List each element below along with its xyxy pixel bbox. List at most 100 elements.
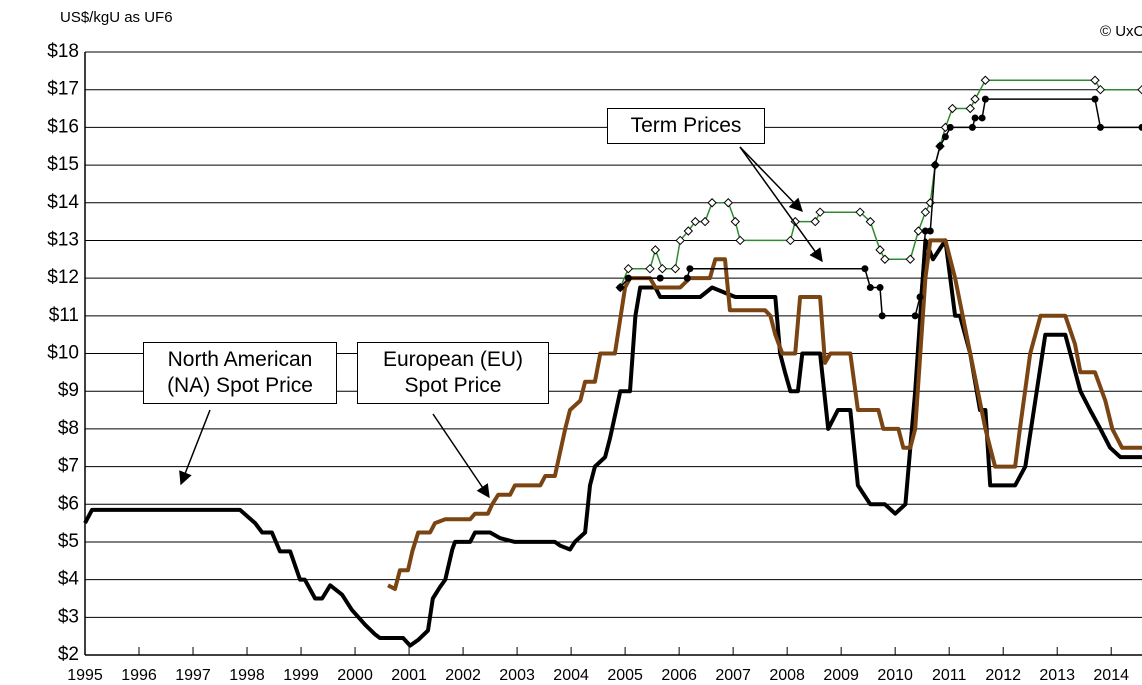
x-tick-label: 1995 <box>67 667 103 684</box>
point-marker <box>616 284 624 292</box>
point-marker <box>970 94 980 104</box>
point-marker <box>905 254 915 264</box>
point-marker <box>730 216 741 227</box>
point-marker <box>941 133 949 141</box>
series-line <box>83 238 1142 648</box>
point-marker <box>815 207 825 217</box>
point-marker <box>965 103 975 114</box>
x-tick-label: 2007 <box>715 667 751 684</box>
x-tick-label: 2005 <box>607 667 643 684</box>
point-marker <box>926 227 934 235</box>
point-marker <box>785 235 796 246</box>
point-marker <box>683 226 694 236</box>
y-tick-label: $11 <box>49 305 79 326</box>
y-tick-label: $2 <box>58 644 79 665</box>
x-tick-label: 2000 <box>337 667 373 684</box>
x-tick-label: 2013 <box>1039 667 1075 684</box>
y-tick-label: $6 <box>58 493 79 514</box>
point-marker <box>656 274 664 282</box>
point-marker <box>686 265 694 273</box>
point-marker <box>683 274 691 282</box>
annotation-box: Term Prices <box>607 108 765 144</box>
point-marker <box>947 103 958 114</box>
point-marker <box>657 263 668 274</box>
point-marker <box>723 198 733 208</box>
point-marker <box>971 114 979 122</box>
x-tick-label: 2002 <box>445 667 481 684</box>
y-tick-label: $9 <box>58 380 79 401</box>
arrow <box>739 146 803 212</box>
x-tick-label: 2006 <box>661 667 697 684</box>
y-tick-label: $14 <box>47 192 79 213</box>
y-tick-label: $8 <box>58 418 79 439</box>
point-marker <box>624 274 632 282</box>
point-marker <box>876 284 884 292</box>
point-marker <box>1138 123 1142 131</box>
point-marker <box>707 198 717 208</box>
x-tick-label: 2012 <box>985 667 1021 684</box>
annotation-box: North American (NA) Spot Price <box>143 342 337 404</box>
arrow <box>739 146 823 263</box>
x-tick-label: 2008 <box>769 667 805 684</box>
x-tick-label: 2009 <box>823 667 859 684</box>
point-marker <box>981 95 989 103</box>
point-marker <box>875 245 885 255</box>
point-marker <box>1095 84 1106 95</box>
point-marker <box>921 227 929 235</box>
series-layer <box>83 75 1142 648</box>
y-tick-label: $15 <box>47 154 79 175</box>
point-marker <box>936 142 944 150</box>
x-tick-label: 1996 <box>121 667 157 684</box>
y-tick-label: $13 <box>47 229 79 250</box>
y-tick-label: $16 <box>47 116 79 137</box>
x-tick-label: 2010 <box>877 667 913 684</box>
arrow <box>179 409 211 486</box>
point-marker <box>866 284 874 292</box>
y-tick-label: $7 <box>58 456 79 477</box>
labels: $2 $3 $4 $5 $6 $7 $8 $9 $10 $11 $12 $13 $14 $15 $16 $17… <box>47 41 1129 684</box>
point-marker <box>735 235 745 246</box>
point-marker <box>931 161 939 169</box>
x-tick-label: 2014 <box>1093 667 1129 684</box>
point-marker <box>670 263 681 274</box>
y-tick-label: $5 <box>58 531 79 552</box>
point-marker <box>980 75 991 85</box>
x-tick-label: 2004 <box>553 667 589 684</box>
point-marker <box>623 263 634 274</box>
point-marker <box>1091 95 1099 103</box>
x-tick-label: 2003 <box>499 667 535 684</box>
y-tick-label: $4 <box>58 569 80 590</box>
point-marker <box>1096 123 1104 131</box>
point-marker <box>650 245 661 255</box>
point-marker <box>861 265 869 273</box>
point-marker <box>916 293 924 301</box>
point-marker <box>810 216 820 227</box>
x-tick-label: 2011 <box>932 667 967 684</box>
point-marker <box>968 123 976 131</box>
point-marker <box>1090 75 1100 85</box>
point-marker <box>978 114 986 122</box>
point-marker <box>700 216 710 227</box>
arrow <box>432 413 490 499</box>
y-axis-label: US$/kgU as UF6 <box>60 9 173 26</box>
annotation-box: European (EU) Spot Price <box>357 342 549 404</box>
point-marker <box>855 207 865 217</box>
point-marker <box>865 216 876 227</box>
x-tick-label: 1997 <box>175 667 211 684</box>
y-tick-label: $17 <box>47 79 79 100</box>
point-marker <box>675 235 685 246</box>
point-marker <box>913 226 924 236</box>
source: © UxC <box>1100 23 1142 40</box>
point-marker <box>911 312 919 320</box>
y-tick-label: $12 <box>47 267 79 288</box>
point-marker <box>880 254 890 264</box>
point-marker <box>920 207 931 217</box>
point-marker <box>1137 84 1142 95</box>
point-marker <box>878 312 886 320</box>
point-marker <box>690 216 701 227</box>
y-tick-label: $10 <box>47 343 79 364</box>
y-tick-label: $18 <box>47 41 79 62</box>
point-marker <box>645 263 655 274</box>
x-tick-label: 1998 <box>229 667 265 684</box>
